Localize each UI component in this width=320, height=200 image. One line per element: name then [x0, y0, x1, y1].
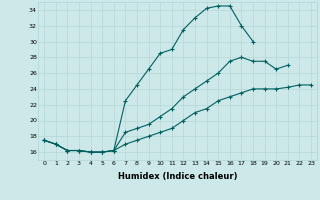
- X-axis label: Humidex (Indice chaleur): Humidex (Indice chaleur): [118, 172, 237, 181]
